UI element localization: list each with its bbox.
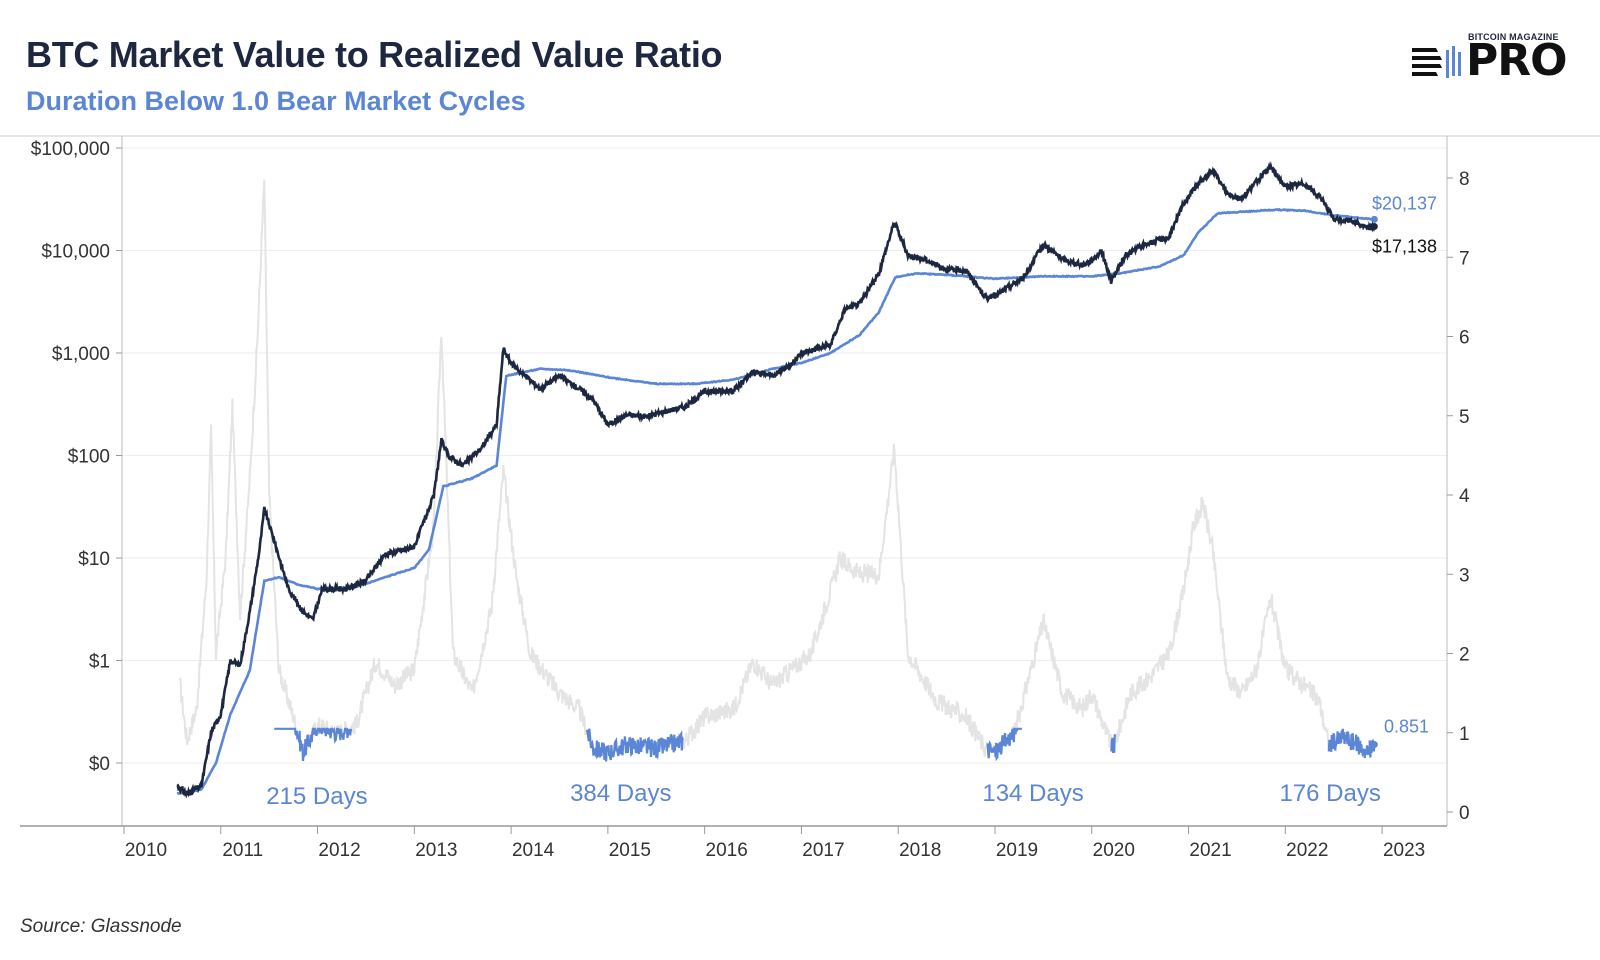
- left-tick-label: $0: [89, 754, 110, 775]
- x-tick-label: 2016: [706, 840, 748, 861]
- chart-subtitle: Duration Below 1.0 Bear Market Cycles: [26, 86, 526, 116]
- x-tick-label: 2023: [1383, 840, 1425, 861]
- ratio-below-one-segment: [986, 727, 1022, 762]
- right-tick-label: 0: [1459, 803, 1470, 824]
- bitcoin-magazine-pro-logo: BITCOIN MAGAZINE PRO: [1410, 30, 1585, 86]
- left-tick-label: $10: [78, 549, 110, 570]
- right-tick-label: 6: [1459, 328, 1470, 349]
- chart-axes: $100,000$10,000$1,000$100$10$1$087654321…: [0, 135, 1600, 861]
- x-tick-label: 2019: [996, 840, 1038, 861]
- price-line: [176, 161, 1376, 799]
- end-label-ratio: 0.851: [1384, 717, 1429, 737]
- left-tick-label: $10,000: [41, 242, 110, 263]
- right-tick-label: 7: [1459, 248, 1470, 269]
- logo-stripes-icon: [1412, 46, 1461, 78]
- x-tick-label: 2022: [1286, 840, 1328, 861]
- ratio-below-one-segment: [1327, 728, 1376, 759]
- duration-annotation: 134 Days: [982, 780, 1083, 807]
- x-tick-label: 2013: [415, 840, 457, 861]
- right-tick-label: 3: [1459, 565, 1470, 586]
- duration-annotation: 215 Days: [266, 783, 367, 810]
- logo-pro-text: PRO: [1466, 35, 1568, 86]
- right-tick-label: 1: [1459, 724, 1470, 745]
- x-tick-label: 2014: [512, 840, 555, 861]
- x-tick-label: 2018: [899, 840, 941, 861]
- logo-top-text: BITCOIN MAGAZINE: [1468, 32, 1559, 42]
- ratio-below-one-segment: [585, 728, 684, 762]
- end-label-realized: $20,137: [1372, 193, 1437, 213]
- realized-end-point: [1370, 215, 1378, 223]
- duration-annotation: 384 Days: [570, 780, 671, 807]
- right-tick-label: 5: [1459, 407, 1470, 428]
- ratio-below-one-segment: [1110, 734, 1116, 754]
- left-tick-label: $100: [68, 447, 110, 468]
- duration-annotation: 176 Days: [1279, 780, 1380, 807]
- source-note: Source: Glassnode: [20, 916, 182, 937]
- x-tick-label: 2010: [125, 840, 167, 861]
- x-tick-label: 2017: [802, 840, 844, 861]
- x-tick-label: 2011: [222, 840, 263, 861]
- x-tick-label: 2021: [1189, 840, 1231, 861]
- x-tick-label: 2020: [1093, 840, 1135, 861]
- right-tick-label: 4: [1459, 486, 1470, 507]
- x-tick-label: 2012: [318, 840, 360, 861]
- ratio-end-point: [1370, 741, 1378, 749]
- left-tick-label: $1,000: [52, 344, 110, 365]
- x-tick-label: 2015: [609, 840, 651, 861]
- price-end-point: [1370, 223, 1378, 231]
- realized-value-line: [176, 207, 1375, 796]
- chart-title: BTC Market Value to Realized Value Ratio: [26, 34, 723, 75]
- right-tick-label: 8: [1459, 169, 1470, 190]
- ratio-below-one-segment: [274, 726, 353, 762]
- ratio-line: [179, 179, 1376, 762]
- ratio-series: [179, 179, 1378, 762]
- chart-labels: $20,137 $17,138 0.851 215 Days 384 Days 134 D…: [266, 193, 1437, 810]
- left-tick-label: $100,000: [31, 139, 110, 160]
- end-label-price: $17,138: [1372, 237, 1437, 257]
- price-series: [176, 161, 1378, 799]
- left-tick-label: $1: [89, 652, 110, 673]
- realized-value-series: [176, 207, 1378, 796]
- right-tick-label: 2: [1459, 645, 1470, 666]
